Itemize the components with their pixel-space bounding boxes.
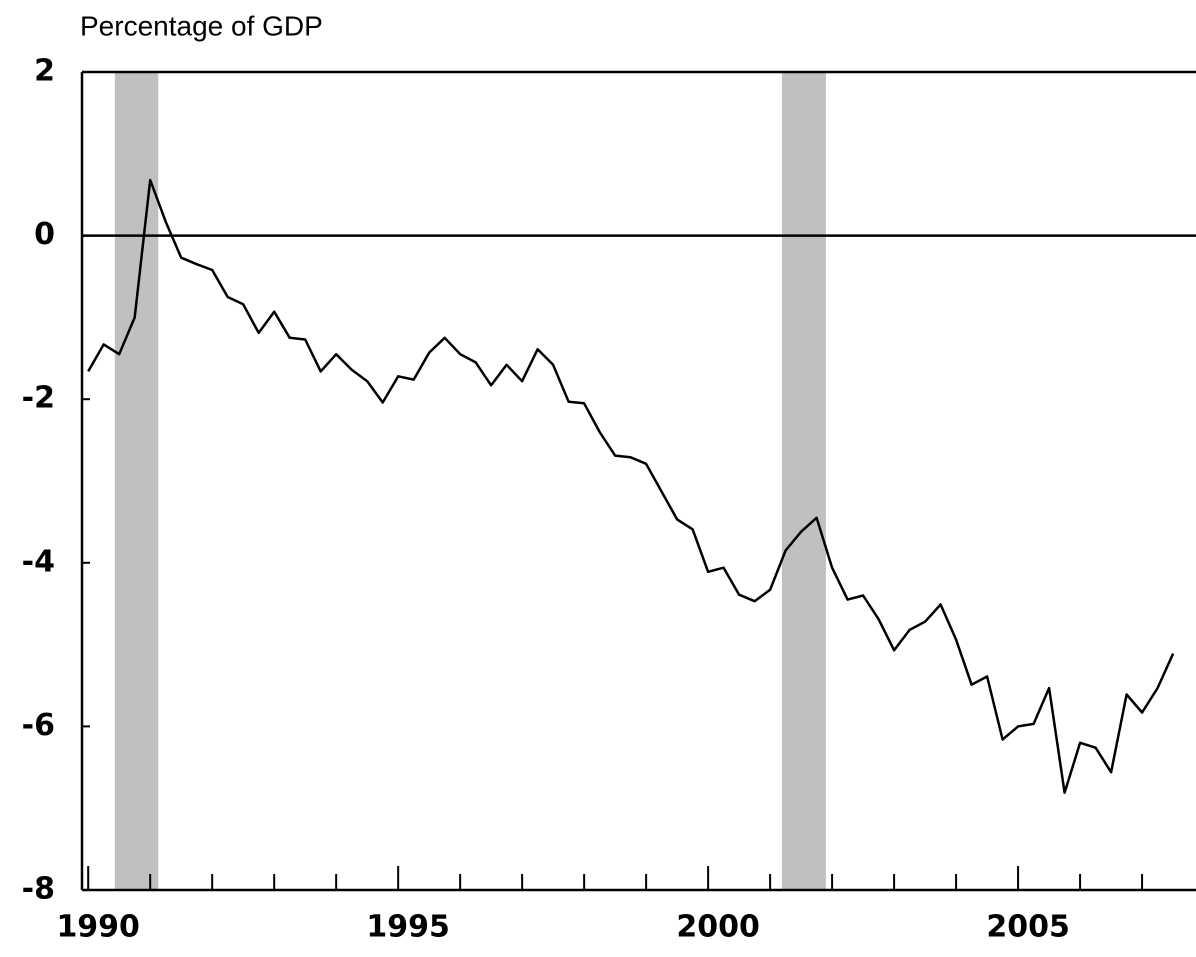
x-tick-label: 2005: [986, 910, 1070, 945]
x-tick-label: 2000: [676, 910, 760, 945]
y-tick-label: -6: [22, 708, 55, 743]
y-tick-label: -4: [22, 544, 55, 579]
x-tick-label: 1990: [56, 910, 140, 945]
y-tick-label: -8: [22, 872, 55, 907]
y-tick-label: 0: [34, 217, 55, 252]
data-line: [87, 178, 1175, 794]
x-tick-label: 1995: [366, 910, 450, 945]
chart-title: Percentage of GDP: [80, 10, 323, 41]
recession-band: [114, 72, 159, 890]
y-tick-label: -2: [22, 381, 55, 416]
y-tick-label: 2: [34, 54, 55, 89]
recession-band: [781, 72, 826, 890]
